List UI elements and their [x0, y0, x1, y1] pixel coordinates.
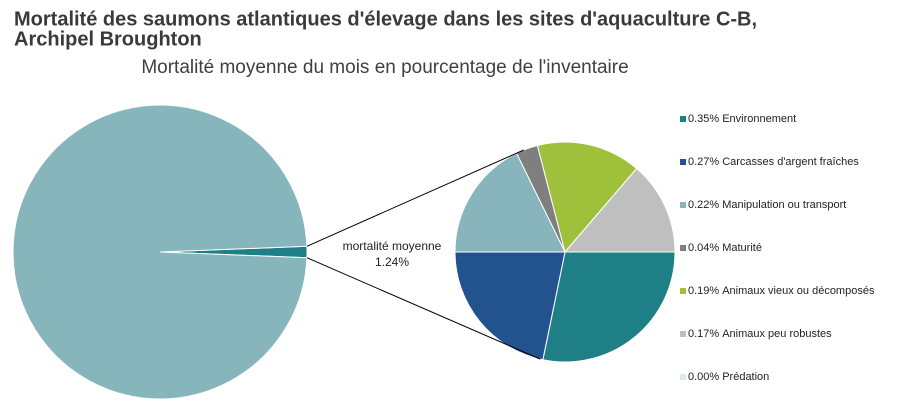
legend-value: 0.22%: [688, 199, 719, 211]
legend-entry: 0.00% Prédation: [688, 371, 769, 383]
legend-label: Maturité: [722, 242, 762, 254]
data-label: mortalité moyenne: [343, 239, 442, 253]
pie-slice: [454, 251, 566, 361]
legend-value: 0.19%: [688, 285, 719, 297]
legend-entry: 0.17% Animaux peu robustes: [688, 328, 832, 340]
legend-label: Environnement: [722, 113, 796, 125]
pie-slice: [12, 104, 308, 400]
connector-line: [306, 257, 541, 360]
legend-entry: 0.22% Manipulation ou transport: [688, 199, 846, 211]
legend-swatch: [680, 116, 686, 122]
legend-value: 0.17%: [688, 328, 719, 340]
legend-swatch: [680, 245, 686, 251]
chart-title: Archipel Broughton: [14, 28, 202, 50]
legend-label: Manipulation ou transport: [722, 199, 846, 211]
connector-line: [306, 149, 524, 247]
pie-slice: [536, 141, 638, 254]
legend-entry: 0.35% Environnement: [688, 113, 796, 125]
legend-swatch: [680, 159, 686, 165]
chart-subtitle: Mortalité moyenne du mois en pourcentage…: [141, 57, 628, 78]
legend-label: Carcasses d'argent fraîches: [722, 156, 859, 168]
legend-entry: 0.19% Animaux vieux ou décomposés: [688, 285, 875, 297]
pie-slice: [563, 167, 676, 253]
legend-swatch: [680, 202, 686, 208]
legend-value: 0.04%: [688, 242, 719, 254]
legend-value: 0.35%: [688, 113, 719, 125]
legend-label: Animaux peu robustes: [722, 328, 832, 340]
legend-entry: 0.04% Maturité: [688, 242, 762, 254]
legend-value: 0.27%: [688, 156, 719, 168]
legend-entry: 0.27% Carcasses d'argent fraîches: [688, 156, 859, 168]
legend-value: 0.00%: [688, 371, 719, 383]
legend-swatch: [680, 374, 686, 380]
legend-label: Prédation: [722, 371, 769, 383]
legend-label: Animaux vieux ou décomposés: [722, 285, 875, 297]
data-label: 1.24%: [375, 255, 409, 269]
legend-swatch: [680, 288, 686, 294]
chart-title: Mortalité des saumons atlantiques d'élev…: [14, 8, 757, 30]
pie-slice: [454, 152, 566, 253]
legend-swatch: [680, 331, 686, 337]
pie-slice: [542, 251, 676, 363]
